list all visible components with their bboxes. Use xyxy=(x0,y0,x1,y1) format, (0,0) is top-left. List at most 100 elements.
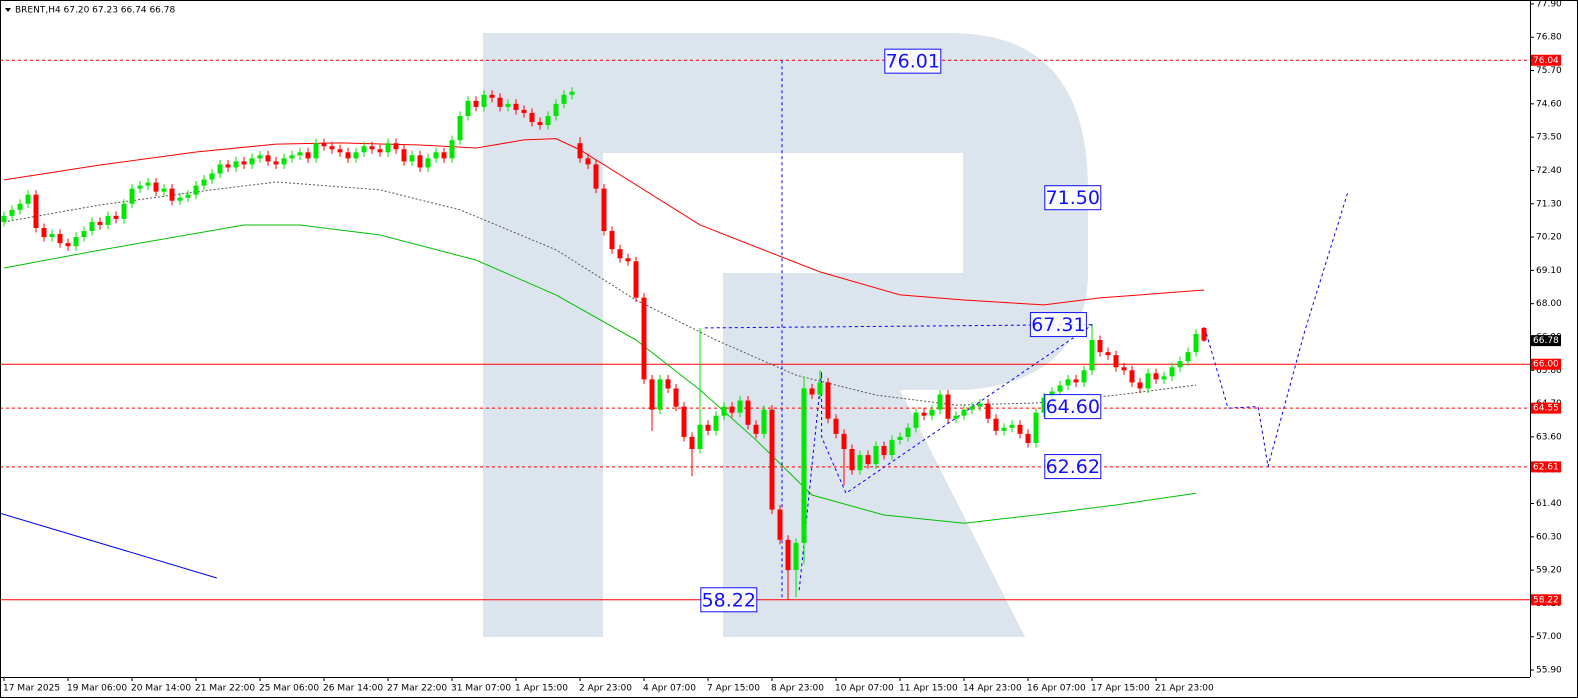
candle-body xyxy=(73,237,79,247)
candle-body xyxy=(297,152,303,156)
candle-body xyxy=(841,433,847,450)
y-tick-label: 72.40 xyxy=(1536,166,1562,176)
level-tag xyxy=(1531,358,1561,370)
candle-body xyxy=(457,115,463,141)
candle-body xyxy=(801,388,807,543)
candle-body xyxy=(1145,373,1151,389)
candle-body xyxy=(521,109,527,113)
candle-body xyxy=(321,143,327,147)
x-tick-label: 7 Apr 15:00 xyxy=(707,684,760,694)
series-line xyxy=(1204,191,1349,467)
y-tick-label: 68.00 xyxy=(1536,299,1562,309)
candle-body xyxy=(25,194,31,204)
x-tick-label: 21 Apr 23:00 xyxy=(1155,684,1214,694)
candle-body xyxy=(937,394,943,410)
candle-body xyxy=(1009,424,1015,428)
candle-body xyxy=(633,261,639,298)
candle-body xyxy=(425,158,431,168)
candle-body xyxy=(1097,340,1103,353)
x-tick-label: 17 Mar 2025 xyxy=(3,684,60,694)
candle-body xyxy=(625,258,631,262)
candle-body xyxy=(913,412,919,428)
candle-body xyxy=(873,445,879,465)
candle-body xyxy=(945,394,951,419)
candle-body xyxy=(497,97,503,107)
candle-body xyxy=(1073,379,1079,383)
candle-body xyxy=(185,194,191,198)
annotation-label: 76.01 xyxy=(886,51,940,73)
candle-body xyxy=(193,185,199,195)
y-tick-label: 63.60 xyxy=(1536,432,1562,442)
candle-body xyxy=(641,297,647,380)
x-tick-label: 8 Apr 23:00 xyxy=(771,684,824,694)
x-tick-label: 4 Apr 07:00 xyxy=(643,684,696,694)
candle-body xyxy=(57,234,63,244)
x-tick-label: 17 Apr 15:00 xyxy=(1091,684,1150,694)
candle-body xyxy=(1041,397,1047,413)
candle-body xyxy=(201,179,207,186)
candle-body xyxy=(617,249,623,259)
candle-body xyxy=(241,161,247,165)
last-price-label: 66.78 xyxy=(1533,336,1559,346)
time-axis-bg xyxy=(0,677,1578,698)
candle-body xyxy=(209,173,215,180)
annotation-box xyxy=(1029,312,1087,338)
candle-body xyxy=(793,542,799,571)
candle-body xyxy=(489,94,495,98)
candle-body xyxy=(313,143,319,159)
candle-body xyxy=(401,149,407,162)
annotation-label: 71.50 xyxy=(1046,187,1100,209)
plot-area xyxy=(0,59,1530,601)
candle-body xyxy=(1017,424,1023,434)
candle-body xyxy=(33,194,39,228)
y-tick-label: 55.90 xyxy=(1536,666,1562,676)
candle-body xyxy=(329,146,335,150)
candle-body xyxy=(993,418,999,431)
candle-body xyxy=(737,400,743,413)
candle-body xyxy=(985,403,991,419)
candle-body xyxy=(41,227,47,238)
annotation-box xyxy=(1044,394,1102,420)
candle-body xyxy=(257,155,263,159)
series-line xyxy=(3,224,1197,524)
candle-body xyxy=(273,161,279,165)
candle-body xyxy=(561,94,567,104)
candle-body xyxy=(969,406,975,410)
y-tick-label: 76.80 xyxy=(1536,33,1562,43)
x-tick-label: 1 Apr 15:00 xyxy=(515,684,568,694)
candle-body xyxy=(745,400,751,425)
candle-body xyxy=(897,436,903,440)
candle-body xyxy=(393,143,399,150)
y-tick-label: 71.30 xyxy=(1536,199,1562,209)
level-label: 62.61 xyxy=(1533,462,1559,472)
y-tick-label: 61.40 xyxy=(1536,499,1562,509)
last-price-tag xyxy=(1531,335,1561,347)
candle-body xyxy=(129,188,135,204)
level-label: 76.04 xyxy=(1533,56,1559,66)
candle-body xyxy=(753,424,759,434)
y-tick-label: 57.00 xyxy=(1536,632,1562,642)
candle-body xyxy=(361,146,367,153)
candle-body xyxy=(81,231,87,238)
level-tag xyxy=(1531,54,1561,66)
y-tick-label: 69.10 xyxy=(1536,266,1562,276)
candle-body xyxy=(1057,385,1063,392)
y-tick-label: 59.20 xyxy=(1536,566,1562,576)
price-axis-bg xyxy=(1530,0,1578,698)
candle-body xyxy=(113,215,119,219)
candle-body xyxy=(905,427,911,437)
candle-body xyxy=(177,197,183,201)
candle-body xyxy=(217,164,223,174)
candle-body xyxy=(729,406,735,413)
candle-body xyxy=(145,182,151,186)
candle-body xyxy=(377,149,383,153)
candle-body xyxy=(1033,412,1039,443)
candle-body xyxy=(657,379,663,410)
candle-body xyxy=(593,164,599,189)
candle-body xyxy=(1169,367,1175,377)
x-tick-label: 21 Mar 22:00 xyxy=(195,684,255,694)
candle-body xyxy=(97,221,103,225)
candle-body xyxy=(1001,427,1007,431)
candle-body xyxy=(673,388,679,407)
candle-body xyxy=(577,143,583,159)
